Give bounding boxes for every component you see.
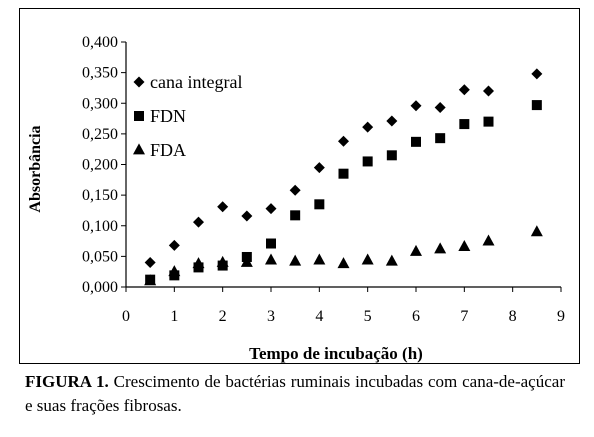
y-tick-label: 0,350 (82, 65, 118, 82)
data-point-triangle (265, 253, 277, 265)
legend-marker-triangle (133, 143, 145, 155)
data-point-diamond (168, 239, 180, 251)
y-tick-label: 0,000 (82, 279, 118, 296)
x-tick-label: 9 (557, 308, 565, 325)
data-point-diamond (362, 121, 374, 133)
data-point-diamond (483, 85, 494, 97)
data-point-triangle (458, 239, 471, 251)
data-point-diamond (313, 162, 325, 174)
y-tick-label: 0,050 (82, 248, 118, 265)
legend: cana integral FDN FDA (133, 72, 242, 160)
data-point-square (386, 150, 397, 161)
data-point-square (362, 156, 373, 167)
data-points (144, 68, 543, 286)
data-point-triangle (289, 254, 302, 266)
y-axis-label: Absorbância (27, 125, 44, 212)
figure-caption: FIGURA 1. Crescimento de bactérias rumin… (25, 370, 565, 418)
y-tick-label: 0,100 (82, 218, 118, 235)
x-tick-label: 1 (170, 308, 178, 325)
data-point-diamond (458, 84, 470, 96)
y-tick-label: 0,250 (82, 126, 118, 143)
y-tick-label: 0,300 (82, 95, 118, 112)
x-tick-label: 0 (122, 308, 130, 325)
x-axis-ticks: 0 1 2 3 4 5 6 7 8 9 (122, 287, 565, 325)
data-point-triangle (192, 257, 205, 269)
legend-label: cana integral (150, 72, 242, 92)
data-point-triangle (240, 255, 253, 267)
data-point-diamond (241, 210, 253, 222)
data-point-triangle (168, 265, 181, 277)
x-tick-label: 4 (315, 308, 323, 325)
data-point-diamond (338, 135, 349, 147)
data-point-triangle (216, 255, 229, 267)
data-point-triangle (313, 253, 326, 265)
figure-caption-label: FIGURA 1. (25, 372, 109, 391)
data-point-square (459, 119, 470, 130)
data-point-triangle (410, 244, 422, 256)
y-axis-ticks: 0,000 0,050 0,100 0,150 0,200 0,250 0,300 0,350… (82, 34, 126, 296)
x-tick-label: 8 (509, 308, 517, 325)
x-tick-label: 3 (267, 308, 275, 325)
data-point-square (266, 238, 276, 249)
data-point-square (435, 133, 446, 144)
data-point-square (314, 199, 325, 210)
data-point-diamond (386, 115, 398, 127)
data-point-square (338, 168, 349, 179)
y-tick-label: 0,400 (82, 34, 118, 51)
data-point-triangle (530, 225, 543, 237)
legend-marker-square (134, 111, 144, 121)
x-tick-label: 7 (460, 308, 468, 325)
y-tick-label: 0,150 (82, 187, 118, 204)
data-point-triangle (144, 274, 157, 286)
data-point-triangle (434, 242, 447, 254)
y-tick-label: 0,200 (82, 157, 118, 174)
legend-label: FDN (150, 106, 186, 126)
x-tick-label: 2 (219, 308, 227, 325)
data-point-triangle (361, 253, 374, 265)
data-point-square (290, 210, 301, 221)
data-point-diamond (217, 201, 229, 213)
x-tick-label: 5 (364, 308, 372, 325)
data-point-diamond (289, 184, 301, 196)
data-point-diamond (434, 102, 446, 114)
data-point-diamond (410, 100, 422, 112)
x-axis-label: Tempo de incubação (h) (249, 344, 423, 363)
data-point-diamond (531, 68, 543, 80)
chart-frame: 0 1 2 3 4 5 6 7 8 9 0,000 0,050 0,100 0,150 0,200 0,25… (19, 8, 580, 364)
data-point-square (411, 136, 421, 147)
data-point-triangle (337, 257, 350, 269)
data-point-diamond (193, 216, 204, 228)
legend-label: FDA (150, 140, 186, 160)
data-point-square (531, 100, 542, 111)
figure-caption-text: Crescimento de bactérias ruminais incuba… (25, 372, 565, 415)
data-point-square (483, 116, 494, 127)
data-point-diamond (144, 257, 156, 268)
x-tick-label: 6 (412, 308, 420, 325)
data-point-diamond (265, 203, 277, 215)
legend-marker-diamond (133, 76, 145, 88)
data-point-triangle (385, 254, 398, 266)
data-point-triangle (482, 234, 495, 246)
chart-plot: 0 1 2 3 4 5 6 7 8 9 0,000 0,050 0,100 0,150 0,200 0,25… (27, 34, 565, 363)
